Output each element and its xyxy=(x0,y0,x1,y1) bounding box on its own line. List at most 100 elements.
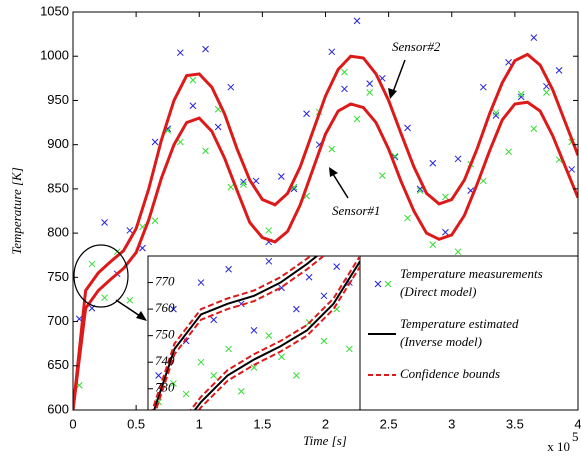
inset-y-tick-label: 740 xyxy=(155,353,175,368)
data-point xyxy=(305,273,313,281)
data-point xyxy=(139,244,146,252)
data-point xyxy=(278,353,285,361)
data-point xyxy=(568,166,576,173)
data-point xyxy=(293,372,300,379)
legend-label: Confidence bounds xyxy=(400,366,500,381)
data-point xyxy=(492,109,500,117)
data-point xyxy=(227,83,235,91)
x-tick-label: 2.5 xyxy=(380,416,398,431)
data-point xyxy=(442,228,449,236)
confidence-bound xyxy=(151,256,312,410)
data-point xyxy=(479,177,487,185)
x-axis-label: Time [s] xyxy=(303,433,347,448)
inset-y-tick-label: 760 xyxy=(155,300,175,315)
legend-marker xyxy=(384,280,392,288)
data-point xyxy=(126,227,134,234)
data-point xyxy=(429,159,437,167)
data-point xyxy=(454,155,462,163)
y-tick-label: 600 xyxy=(47,401,69,416)
data-point xyxy=(366,80,374,87)
data-point xyxy=(197,358,205,366)
x-tick-label: 0.5 xyxy=(127,416,145,431)
data-point xyxy=(170,305,177,313)
data-point xyxy=(353,115,361,123)
y-axis-label: Temperature [K] xyxy=(9,167,24,255)
legend-label: Temperature measurements xyxy=(400,266,543,281)
data-point xyxy=(346,345,353,353)
confidence-bound xyxy=(197,266,360,410)
data-point xyxy=(320,292,328,300)
estimate-line xyxy=(73,52,578,410)
annotation: Sensor#2 xyxy=(392,39,441,54)
arrowhead xyxy=(136,311,147,321)
data-point xyxy=(250,364,258,371)
data-point xyxy=(341,68,348,76)
data-point xyxy=(293,305,300,313)
data-point xyxy=(442,193,449,201)
plot-area xyxy=(73,17,578,410)
x-tick-label: 2 xyxy=(322,416,329,431)
data-point xyxy=(240,178,247,186)
data-point xyxy=(237,300,245,308)
data-point xyxy=(492,112,500,119)
data-point xyxy=(227,183,235,191)
data-point xyxy=(505,59,512,66)
arrow xyxy=(392,59,406,93)
data-point xyxy=(202,147,209,155)
data-point xyxy=(530,125,538,133)
x-tick-label: 1.5 xyxy=(253,416,271,431)
data-point xyxy=(210,372,218,379)
inset-plot xyxy=(151,256,360,410)
data-point xyxy=(265,227,273,234)
data-point xyxy=(479,83,487,91)
confidence-bound xyxy=(189,256,360,410)
data-point xyxy=(429,241,437,248)
data-point xyxy=(197,279,205,286)
x-tick-label: 0 xyxy=(69,416,76,431)
confidence-bound xyxy=(154,256,326,410)
data-point xyxy=(333,263,341,270)
data-point xyxy=(240,181,247,188)
data-point xyxy=(189,76,197,84)
y-tick-label: 800 xyxy=(47,225,69,240)
x-tick-label: 3.5 xyxy=(506,416,524,431)
y-tick-label: 900 xyxy=(47,136,69,151)
inset-y-tick-label: 730 xyxy=(155,380,175,395)
data-point xyxy=(151,138,159,146)
data-point xyxy=(210,316,218,324)
data-point xyxy=(155,372,162,379)
data-point xyxy=(404,214,411,222)
data-point xyxy=(250,326,258,334)
data-point xyxy=(277,173,285,180)
data-point xyxy=(328,145,336,153)
data-point xyxy=(454,248,462,256)
overlay: 730 740 750 760 770 Temperature measurements (… xyxy=(148,266,543,395)
arrowhead xyxy=(329,167,338,177)
data-point xyxy=(416,187,424,195)
y-tick-label: 650 xyxy=(47,357,69,372)
legend-label: (Direct model) xyxy=(400,284,476,299)
data-point xyxy=(225,345,232,353)
annotation: Sensor#1 xyxy=(332,203,380,218)
data-point xyxy=(404,124,411,132)
data-point xyxy=(214,123,222,131)
data-point xyxy=(101,294,108,302)
y-tick-label: 1000 xyxy=(40,48,69,63)
data-point xyxy=(320,337,328,345)
data-point xyxy=(353,17,361,25)
data-point xyxy=(151,217,159,225)
data-point xyxy=(182,337,190,345)
data-point xyxy=(505,148,512,156)
inset-y-tick-label: 750 xyxy=(155,327,175,342)
data-point xyxy=(252,177,260,185)
y-tick-label: 700 xyxy=(47,313,69,328)
data-point xyxy=(555,67,563,74)
y-tick-label: 850 xyxy=(47,180,69,195)
data-point xyxy=(378,172,386,179)
data-point xyxy=(366,89,374,96)
axes: 0 0.5 1 1.5 2 2.5 3 3.5 4 600 650 700 750 800 850 900 95… xyxy=(40,3,581,431)
data-point xyxy=(189,102,197,110)
data-point xyxy=(265,332,273,340)
x-multiplier-exp: 5 xyxy=(572,429,579,444)
